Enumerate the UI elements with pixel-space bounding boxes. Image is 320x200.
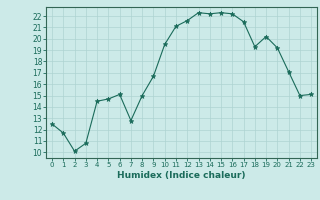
X-axis label: Humidex (Indice chaleur): Humidex (Indice chaleur) (117, 171, 246, 180)
